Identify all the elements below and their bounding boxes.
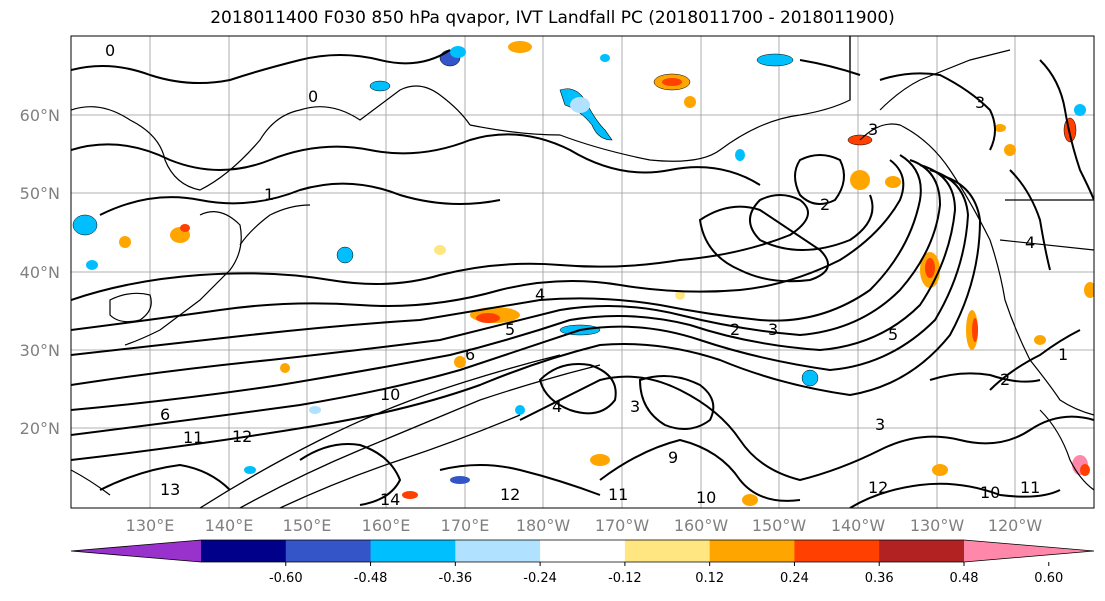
svg-text:11: 11 [1020, 478, 1040, 497]
svg-text:3: 3 [975, 93, 985, 112]
svg-text:1: 1 [264, 185, 274, 204]
colorbar-segment [709, 540, 795, 562]
map-frame [70, 35, 1095, 509]
svg-text:2: 2 [1000, 370, 1010, 389]
colorbar-tick-label: 0.24 [780, 571, 809, 586]
lon-label-150e: 150°E [283, 516, 332, 535]
lon-label-130w: 130°W [910, 516, 965, 535]
svg-text:9: 9 [668, 448, 678, 467]
lon-label-120w: 120°W [988, 516, 1043, 535]
lon-label-160e: 160°E [362, 516, 411, 535]
svg-text:0: 0 [105, 41, 115, 60]
colorbar-tick-label: -0.36 [439, 571, 473, 586]
colorbar-extend-low [71, 540, 201, 562]
colorbar-segment [624, 540, 711, 562]
svg-text:1: 1 [1058, 345, 1068, 364]
colorbar-tick-label: -0.24 [523, 571, 557, 586]
svg-text:0: 0 [308, 87, 318, 106]
colorbar-segment [201, 540, 287, 562]
lat-label-20: 20°N [20, 419, 60, 438]
lat-label-50: 50°N [20, 184, 60, 203]
lat-label-40: 40°N [20, 263, 60, 282]
lon-label-180w: 180°W [516, 516, 571, 535]
svg-text:12: 12 [500, 485, 520, 504]
svg-text:6: 6 [465, 345, 475, 364]
svg-text:14: 14 [380, 490, 400, 509]
colorbar-tick-label: 0.36 [865, 571, 894, 586]
colorbar-tick-labels: -0.60 -0.48 -0.36 -0.24 -0.12 0.12 0.24 0.36 0.4… [269, 562, 1063, 586]
ivt-contours [71, 49, 1094, 508]
svg-text:10: 10 [980, 483, 1000, 502]
colorbar-tick-label: -0.48 [354, 571, 388, 586]
lon-label-130e: 130°E [126, 516, 175, 535]
coastlines [71, 36, 1094, 496]
map-title: 2018011400 F030 850 hPa qvapor, IVT Land… [210, 8, 895, 28]
svg-text:12: 12 [868, 478, 888, 497]
colorbar-segment [370, 540, 456, 562]
qvapor-shading [72, 41, 1094, 506]
lon-label-170w: 170°W [595, 516, 650, 535]
svg-text:3: 3 [630, 397, 640, 416]
lon-label-140e: 140°E [205, 516, 254, 535]
colorbar-tick-label: 0.12 [695, 571, 724, 586]
colorbar-segment [540, 540, 626, 562]
colorbar-tick-label: -0.12 [608, 571, 642, 586]
svg-text:3: 3 [868, 120, 878, 139]
colorbar-segment [879, 540, 965, 562]
contour-labels: 0 0 1 2 3 4 4 5 6 6 9 10 11 12 13 14 11 … [105, 41, 1068, 509]
colorbar-tick-label: 0.60 [1034, 571, 1063, 586]
colorbar-outline [70, 539, 1095, 563]
svg-text:2: 2 [820, 195, 830, 214]
colorbar-extend-high [964, 540, 1094, 562]
svg-text:3: 3 [875, 415, 885, 434]
lat-label-60: 60°N [20, 106, 60, 125]
colorbar-segment [455, 540, 541, 562]
svg-text:11: 11 [183, 428, 203, 447]
colorbar-segment [285, 540, 372, 562]
lat-label-30: 30°N [20, 341, 60, 360]
lon-label-170e: 170°E [441, 516, 490, 535]
svg-text:5: 5 [505, 320, 515, 339]
svg-text:10: 10 [696, 488, 716, 507]
svg-text:4: 4 [535, 285, 545, 304]
colorbar [70, 539, 1095, 563]
svg-text:6: 6 [160, 405, 170, 424]
svg-text:3: 3 [768, 320, 778, 339]
colorbar-tick-label: 0.48 [950, 571, 979, 586]
svg-text:4: 4 [552, 397, 562, 416]
latitude-labels: 60°N 50°N 40°N 30°N 20°N [20, 106, 60, 438]
svg-text:4: 4 [1025, 233, 1035, 252]
lon-label-150w: 150°W [752, 516, 807, 535]
svg-text:2: 2 [730, 320, 740, 339]
colorbar-segment [794, 540, 880, 562]
svg-text:12: 12 [232, 427, 252, 446]
colorbar-tick-label: -0.60 [269, 571, 303, 586]
svg-text:10: 10 [380, 385, 400, 404]
lon-label-160w: 160°W [674, 516, 729, 535]
lon-label-140w: 140°W [831, 516, 886, 535]
svg-text:11: 11 [608, 485, 628, 504]
svg-text:5: 5 [888, 325, 898, 344]
longitude-labels: 130°E 140°E 150°E 160°E 170°E 180°W 170°… [126, 516, 1043, 535]
svg-text:13: 13 [160, 480, 180, 499]
